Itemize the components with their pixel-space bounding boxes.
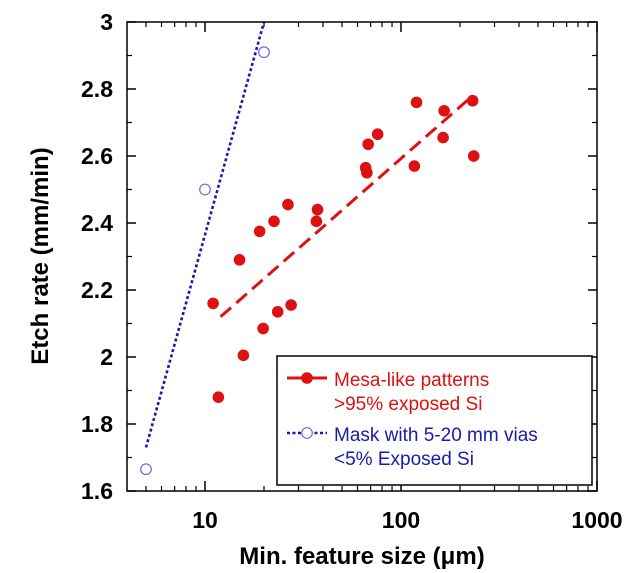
y-tick-label: 2.2 xyxy=(81,277,113,303)
fit-line-series-1 xyxy=(144,21,266,448)
legend-label-mask-line2: <5% Exposed Si xyxy=(334,449,474,470)
data-point-series-0 xyxy=(212,391,225,404)
tick-marks xyxy=(127,21,598,492)
legend-marker-mesa xyxy=(301,372,313,384)
data-point-series-0 xyxy=(233,254,246,266)
fit-line-series-0 xyxy=(219,94,474,318)
legend-label-mesa: Mesa-like patterns xyxy=(334,370,489,391)
data-point-series-1 xyxy=(199,183,211,196)
data-point-series-0 xyxy=(438,104,450,117)
y-tick-label: 2.4 xyxy=(81,210,113,236)
data-point-series-0 xyxy=(310,215,323,228)
y-tick-label: 1.6 xyxy=(81,478,113,504)
data-point-series-0 xyxy=(311,203,324,216)
data-point-series-0 xyxy=(285,299,297,311)
data-point-series-0 xyxy=(282,198,294,211)
legend-marker-mask xyxy=(301,427,313,439)
x-tick-label: 100 xyxy=(382,507,420,533)
data-points xyxy=(140,46,480,476)
y-tick-label: 2.8 xyxy=(81,76,113,102)
data-point-series-1 xyxy=(140,463,152,476)
data-point-series-0 xyxy=(467,150,480,162)
x-tick-label: 10 xyxy=(192,507,218,533)
x-axis-label: Min. feature size (μm) xyxy=(239,543,484,570)
legend: Mesa-like patterns >95% exposed Si Mask … xyxy=(276,355,593,486)
data-point-series-0 xyxy=(362,138,374,151)
fit-lines xyxy=(144,21,474,448)
tick-labels: 1.6 1.8 2 2.2 2.4 2.6 2.8 3 10 100 1000 xyxy=(81,9,623,533)
data-point-series-0 xyxy=(410,96,423,109)
data-point-series-0 xyxy=(268,215,280,228)
data-point-series-0 xyxy=(253,225,266,238)
legend-label-mask: Mask with 5-20 mm vias xyxy=(334,425,538,446)
data-point-series-0 xyxy=(371,128,384,141)
y-axis-label: Etch rate (mm/min) xyxy=(27,147,54,364)
y-tick-label: 2.6 xyxy=(81,143,113,169)
data-point-series-1 xyxy=(258,46,270,59)
x-tick-label: 1000 xyxy=(571,507,622,533)
y-tick-label: 2 xyxy=(100,344,113,370)
plot-frame xyxy=(126,21,598,492)
legend-box xyxy=(276,355,593,486)
data-point-series-0 xyxy=(466,94,479,107)
data-point-series-0 xyxy=(408,160,421,172)
data-point-series-0 xyxy=(437,131,449,144)
data-point-series-0 xyxy=(271,305,284,318)
data-point-series-0 xyxy=(257,322,269,335)
data-point-series-0 xyxy=(361,166,373,179)
y-tick-label: 1.8 xyxy=(81,411,113,437)
data-point-series-0 xyxy=(207,297,219,310)
y-tick-label: 3 xyxy=(100,9,113,35)
data-point-series-0 xyxy=(237,349,250,362)
legend-label-mesa-line2: >95% exposed Si xyxy=(334,394,482,415)
